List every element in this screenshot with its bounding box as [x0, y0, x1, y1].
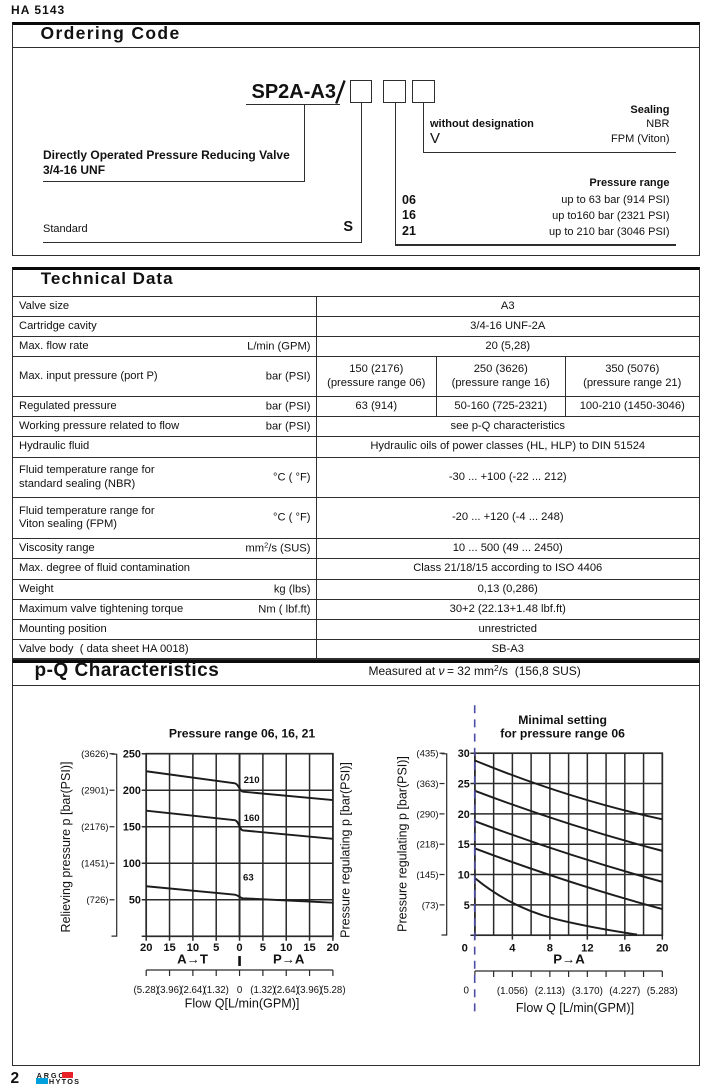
svg-text:(2.64): (2.64)	[274, 985, 299, 996]
svg-text:0: 0	[464, 986, 470, 997]
svg-text:(1.32): (1.32)	[204, 985, 229, 996]
svg-text:250: 250	[123, 749, 141, 761]
svg-text:10: 10	[187, 942, 199, 954]
svg-text:A→T: A→T	[177, 952, 208, 967]
svg-text:0: 0	[236, 942, 242, 954]
svg-text:5: 5	[260, 942, 266, 954]
svg-text:0: 0	[237, 985, 243, 996]
svg-text:(5.28): (5.28)	[134, 985, 159, 996]
svg-text:(3.96): (3.96)	[297, 985, 322, 996]
svg-text:(435): (435)	[416, 749, 438, 760]
svg-text:15: 15	[458, 839, 470, 851]
svg-text:16: 16	[619, 943, 631, 955]
svg-text:Minimal setting: Minimal setting	[518, 713, 607, 727]
svg-text:(290): (290)	[416, 809, 438, 820]
svg-text:(5.283): (5.283)	[647, 986, 678, 997]
svg-text:(1.056): (1.056)	[497, 986, 528, 997]
svg-text:4: 4	[509, 943, 516, 955]
svg-text:10: 10	[280, 942, 292, 954]
svg-text:30: 30	[458, 748, 470, 760]
svg-text:(1451): (1451)	[81, 859, 108, 870]
svg-text:(2.113): (2.113)	[535, 986, 565, 997]
svg-text:20: 20	[656, 943, 668, 955]
svg-text:(3.96): (3.96)	[157, 985, 182, 996]
svg-text:15: 15	[303, 942, 315, 954]
svg-text:Flow Q[L/min(GPM)]: Flow Q[L/min(GPM)]	[185, 997, 300, 1011]
svg-text:15: 15	[163, 942, 175, 954]
svg-text:10: 10	[458, 869, 470, 881]
svg-text:0: 0	[462, 943, 468, 955]
svg-text:for pressure range 06: for pressure range 06	[500, 727, 625, 741]
svg-text:Pressure regulating p [bar(PSI: Pressure regulating p [bar(PSI)]	[396, 756, 410, 932]
svg-text:20: 20	[327, 942, 339, 954]
svg-text:12: 12	[581, 943, 593, 955]
svg-text:150: 150	[123, 822, 141, 834]
svg-text:(4.227): (4.227)	[609, 986, 640, 997]
svg-text:(2176): (2176)	[81, 822, 108, 833]
svg-text:160: 160	[244, 813, 260, 824]
svg-text:(145): (145)	[416, 870, 438, 881]
svg-text:63: 63	[243, 873, 254, 884]
svg-text:Pressure range 06, 16, 21: Pressure range 06, 16, 21	[169, 726, 316, 740]
svg-text:20: 20	[140, 942, 152, 954]
svg-text:Pressure regulating p [bar(PSI: Pressure regulating p [bar(PSI)]	[339, 762, 353, 938]
svg-text:5: 5	[464, 900, 470, 912]
svg-text:200: 200	[123, 785, 141, 797]
svg-text:Relieving pressure p [bar(PSI): Relieving pressure p [bar(PSI)]	[59, 762, 73, 933]
svg-text:(363): (363)	[416, 779, 438, 790]
svg-text:8: 8	[547, 943, 553, 955]
svg-text:(1.32): (1.32)	[250, 985, 275, 996]
svg-text:5: 5	[213, 942, 219, 954]
svg-text:(2.64): (2.64)	[180, 985, 205, 996]
svg-text:25: 25	[458, 778, 470, 790]
svg-text:50: 50	[129, 895, 141, 907]
svg-text:Flow Q [L/min(GPM)]: Flow Q [L/min(GPM)]	[516, 1001, 634, 1015]
svg-text:210: 210	[244, 775, 260, 786]
svg-text:(5.28): (5.28)	[320, 985, 345, 996]
svg-text:(218): (218)	[416, 840, 438, 851]
svg-text:(3626): (3626)	[81, 749, 108, 760]
svg-text:(3.170): (3.170)	[572, 986, 603, 997]
svg-text:P→A: P→A	[553, 952, 585, 967]
svg-text:20: 20	[458, 809, 470, 821]
svg-text:(726): (726)	[86, 895, 108, 906]
svg-text:(73): (73)	[422, 900, 439, 911]
svg-text:P→A: P→A	[273, 952, 305, 967]
svg-text:(2901): (2901)	[81, 786, 108, 797]
svg-text:100: 100	[123, 858, 141, 870]
